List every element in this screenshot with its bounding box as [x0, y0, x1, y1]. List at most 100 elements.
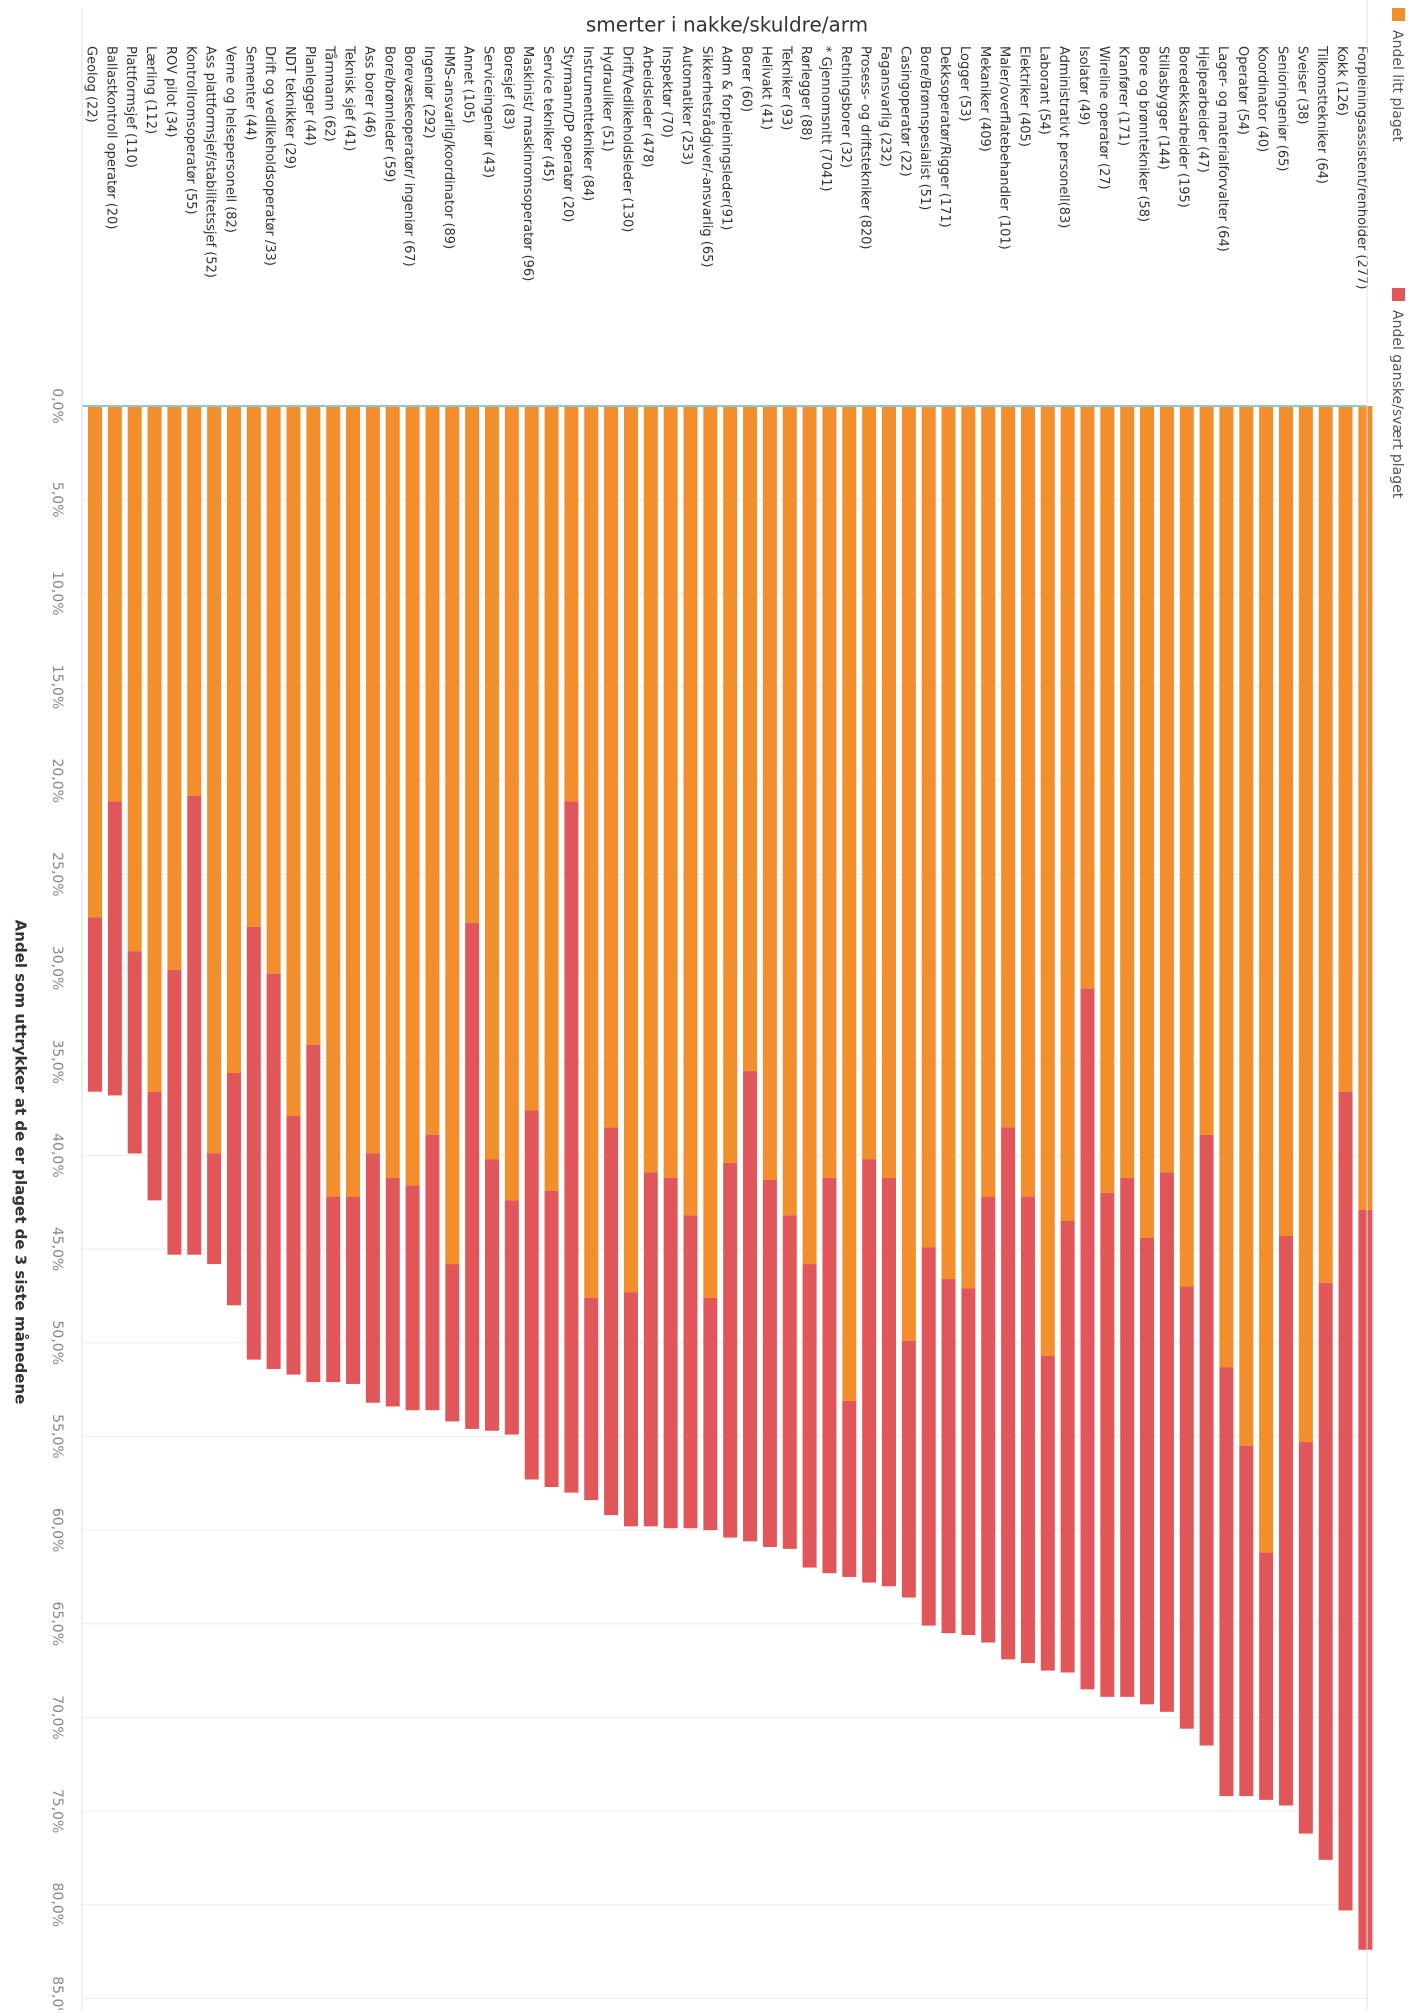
bar-ganske-svaert-plaget — [564, 801, 579, 1493]
bar-ganske-svaert-plaget — [385, 1177, 400, 1407]
bar-litt-plaget — [1179, 406, 1194, 1287]
bar-litt-plaget — [842, 406, 857, 1401]
bar-litt-plaget — [762, 406, 777, 1180]
bar-litt-plaget — [207, 406, 222, 1154]
value-tick-label: 65,0% — [49, 1602, 65, 1646]
legend[interactable]: Andel litt plaget Andel ganske/svært plag… — [1389, 8, 1405, 499]
category-label: Kontrollromsoperatør (55) — [183, 46, 198, 215]
bar-litt-plaget — [88, 406, 102, 918]
bar-litt-plaget — [1060, 406, 1075, 1221]
bar-ganske-svaert-plaget — [623, 1292, 638, 1527]
value-tick-labels: 0,0% 5,0% 10,0% 15,0% 20,0% 25,0% 30,0% 35,0% 40… — [49, 388, 65, 2014]
category-label: Bore/Brønnspesialist (51) — [917, 46, 932, 210]
category-label: Operatør (54) — [1235, 46, 1250, 135]
bar-litt-plaget — [1338, 406, 1353, 1092]
category-label: Bore og brønntekniker (58) — [1136, 46, 1151, 222]
bar-litt-plaget — [981, 406, 996, 1197]
bar-ganske-svaert-plaget — [504, 1200, 519, 1435]
category-label: HMS-ansvarlig/koordinator (89) — [441, 46, 456, 249]
bar-litt-plaget — [623, 406, 638, 1293]
bar-ganske-svaert-plaget — [901, 1340, 916, 1598]
bar-ganske-svaert-plaget — [127, 951, 142, 1154]
value-tick-label: 15,0% — [49, 665, 65, 709]
bar-ganske-svaert-plaget — [326, 1196, 341, 1383]
bar-ganske-svaert-plaget — [167, 969, 182, 1255]
category-label: Instrumenttekniker (84) — [580, 46, 595, 201]
bar-ganske-svaert-plaget — [723, 1162, 738, 1538]
bar-litt-plaget — [1159, 406, 1174, 1173]
bar-litt-plaget — [544, 406, 559, 1191]
bar-litt-plaget — [1358, 406, 1373, 1210]
bar-litt-plaget — [1318, 406, 1333, 1283]
bar-ganske-svaert-plaget — [1279, 1235, 1293, 1806]
category-label: NDT teknikker (29) — [282, 46, 297, 169]
bar-ganske-svaert-plaget — [1040, 1355, 1055, 1671]
bar-litt-plaget — [266, 406, 281, 974]
category-label: ROV pilot (34) — [163, 46, 178, 137]
category-label: Adm & forpleiningsleder(91) — [719, 46, 734, 230]
bar-litt-plaget — [822, 406, 837, 1178]
category-label: Lærling (112) — [143, 46, 158, 134]
bar-ganske-svaert-plaget — [226, 1072, 241, 1306]
bar-litt-plaget — [1298, 406, 1313, 1443]
bar-ganske-svaert-plaget — [1001, 1127, 1016, 1660]
bar-ganske-svaert-plaget — [1080, 988, 1095, 1690]
bar-litt-plaget — [584, 406, 599, 1298]
category-label: Service tekniker (45) — [540, 46, 555, 182]
category-label: Drift/Vedlikeholdsleder (130) — [619, 46, 634, 232]
bar-litt-plaget — [1259, 406, 1274, 1553]
category-label: Ass plattformsjef/stabilitetssjef (52) — [203, 46, 218, 278]
bar-litt-plaget — [901, 406, 916, 1341]
bar-ganske-svaert-plaget — [107, 801, 122, 1096]
category-label: Rørlegger (88) — [798, 46, 813, 141]
category-label: Isolatør (49) — [1076, 46, 1091, 125]
bar-ganske-svaert-plaget — [405, 1185, 420, 1411]
category-label: Retningsborer (32) — [838, 46, 853, 168]
bar-litt-plaget — [703, 406, 718, 1298]
bar-ganske-svaert-plaget — [286, 1116, 301, 1375]
bar-ganske-svaert-plaget — [703, 1297, 718, 1531]
category-label: Lager- og materialforvalter (64) — [1215, 46, 1230, 252]
category-label: Elektriker (405) — [1016, 46, 1031, 147]
bar-litt-plaget — [127, 406, 142, 952]
bar-litt-plaget — [1080, 406, 1095, 989]
bar-ganske-svaert-plaget — [365, 1153, 380, 1403]
bar-ganske-svaert-plaget — [306, 1044, 321, 1383]
category-label: Serviceingeniør (43) — [481, 46, 496, 178]
value-tick-label: 70,0% — [49, 1695, 65, 1739]
bar-litt-plaget — [326, 406, 341, 1197]
category-label: Annet (105) — [461, 46, 476, 124]
category-label: Koordinator (40) — [1255, 46, 1270, 152]
bar-ganske-svaert-plaget — [1199, 1134, 1214, 1746]
category-label: Bore/brønnleder (59) — [381, 46, 396, 182]
bar-ganske-svaert-plaget — [1060, 1220, 1075, 1673]
bar-ganske-svaert-plaget — [762, 1179, 777, 1547]
bar-ganske-svaert-plaget — [584, 1297, 599, 1501]
category-label: Sveiser (38) — [1294, 46, 1309, 125]
bar-ganske-svaert-plaget — [445, 1264, 460, 1422]
bar-ganske-svaert-plaget — [1100, 1192, 1115, 1697]
bar-litt-plaget — [187, 406, 202, 796]
bar-litt-plaget — [882, 406, 896, 1178]
bar-ganske-svaert-plaget — [1179, 1286, 1194, 1729]
bar-litt-plaget — [306, 406, 321, 1045]
category-label: Maskinist/ maskinromsoperatør (96) — [520, 46, 535, 281]
category-label: Helivakt (41) — [758, 46, 773, 130]
category-label: Ass borer (46) — [361, 46, 376, 138]
bar-ganske-svaert-plaget — [941, 1279, 956, 1634]
bar-ganske-svaert-plaget — [1239, 1445, 1254, 1797]
bar-litt-plaget — [405, 406, 420, 1186]
category-label: Automatiker (253) — [679, 46, 694, 165]
bar-litt-plaget — [1120, 406, 1135, 1178]
value-tick-label: 30,0% — [49, 946, 65, 990]
bar-ganske-svaert-plaget — [88, 917, 102, 1092]
category-label: Wireline operatør (27) — [1096, 46, 1111, 190]
value-axis-label-group: Andel som uttrykker at de er plaget de 3… — [12, 920, 30, 1405]
bar-litt-plaget — [643, 406, 658, 1173]
bar-litt-plaget — [465, 406, 480, 924]
bar-litt-plaget — [1040, 406, 1055, 1356]
bar-litt-plaget — [862, 406, 877, 1160]
category-label: Hydrauliker (51) — [600, 46, 615, 152]
bar-litt-plaget — [286, 406, 301, 1117]
